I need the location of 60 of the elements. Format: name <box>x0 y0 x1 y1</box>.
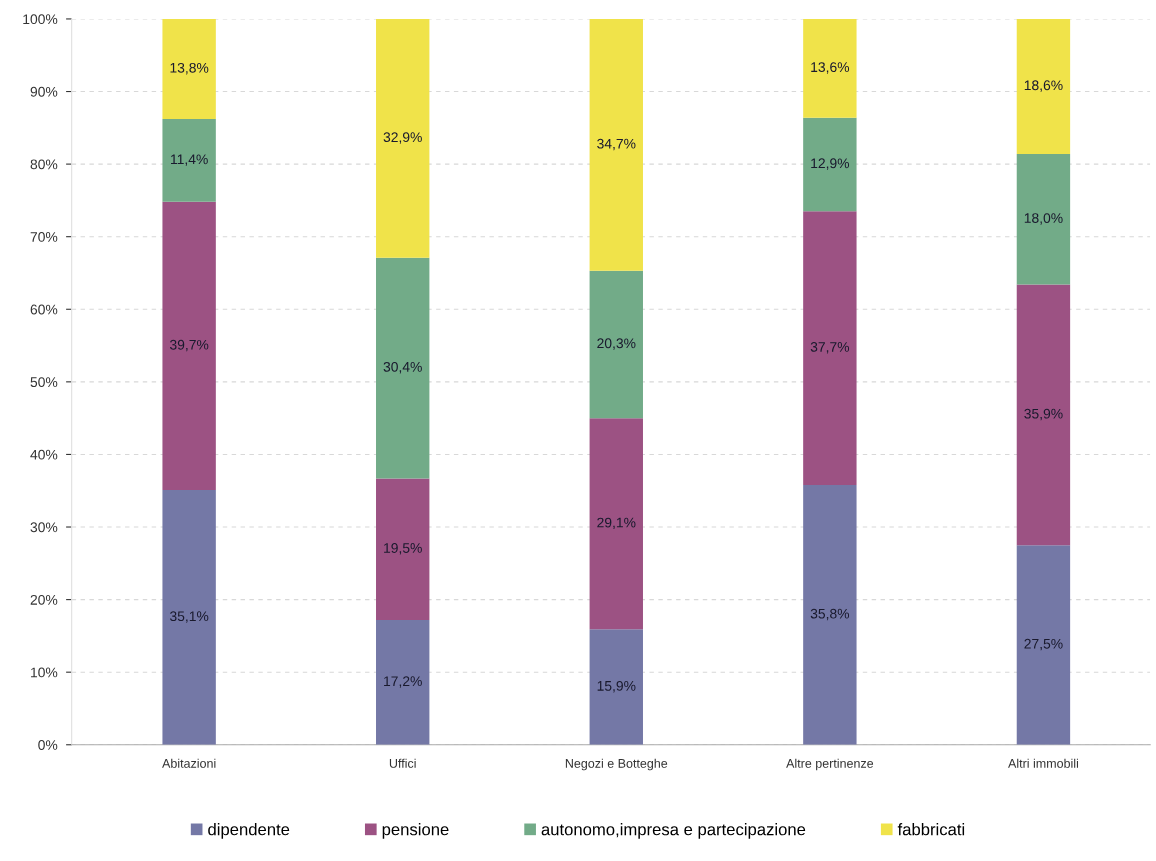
y-tick-label: 90% <box>30 86 58 97</box>
bar <box>1016 153 1071 285</box>
data-label: 13,6% <box>811 62 850 74</box>
y-tick-label: 40% <box>30 449 58 460</box>
bar <box>1016 284 1071 546</box>
y-tick-label: 30% <box>30 522 58 533</box>
y-tick-label: 0% <box>38 740 58 750</box>
data-label: 13,8% <box>170 62 209 75</box>
x-tick-label: Altri immobili <box>1008 758 1079 768</box>
y-tick-label: 20% <box>30 594 58 605</box>
bar <box>803 117 857 212</box>
bar <box>589 18 643 271</box>
data-label: 29,1% <box>597 517 636 530</box>
legend-label: fabbricati <box>897 823 965 836</box>
x-tick-label: Uffici <box>389 758 416 768</box>
data-label: 30,4% <box>383 361 422 374</box>
data-label: 34,7% <box>597 138 636 151</box>
data-label: 19,5% <box>384 543 422 555</box>
bar <box>376 619 430 745</box>
bar <box>803 484 857 745</box>
bar <box>803 18 857 118</box>
bar <box>376 257 430 479</box>
bar <box>162 18 216 120</box>
legend-label: autonomo,impresa e partecipazione <box>541 823 806 839</box>
data-label: 11,4% <box>171 154 208 166</box>
data-label: 39,7% <box>169 339 209 352</box>
bar <box>1016 18 1071 154</box>
data-label: 35,8% <box>810 608 850 621</box>
data-label: 35,9% <box>1024 408 1063 421</box>
data-label: 17,2% <box>384 676 422 688</box>
y-tick-label: 50% <box>30 377 58 388</box>
bar <box>803 211 857 485</box>
data-label: 12,9% <box>811 158 850 170</box>
data-label: 32,9% <box>383 132 422 144</box>
bar <box>376 478 430 620</box>
bar <box>162 490 216 745</box>
y-tick-label: 80% <box>30 159 58 170</box>
bar <box>589 629 643 745</box>
bar <box>162 201 216 490</box>
bar <box>376 18 430 258</box>
x-tick-label: Negozi e Botteghe <box>565 758 668 771</box>
data-label: 20,3% <box>597 338 636 350</box>
y-tick-label: 10% <box>31 667 58 678</box>
y-tick-label: 60% <box>30 304 58 315</box>
data-label: 18,6% <box>1024 80 1063 92</box>
data-label: 37,7% <box>810 342 850 354</box>
y-tick-label: 70% <box>30 232 58 242</box>
data-label: 15,9% <box>597 680 636 693</box>
data-label: 27,5% <box>1024 638 1063 651</box>
data-label: 35,1% <box>169 611 209 623</box>
bar <box>162 119 216 202</box>
legend-label: pensione <box>382 823 449 839</box>
legend-label: dipendente <box>208 823 290 839</box>
x-tick-label: Altre pertinenze <box>786 758 874 771</box>
y-tick-label: 100% <box>23 14 58 25</box>
bar <box>589 270 643 419</box>
data-label: 18,0% <box>1024 213 1063 225</box>
bar <box>589 418 643 630</box>
bar <box>1016 545 1071 745</box>
x-tick-label: Abitazioni <box>162 758 216 768</box>
